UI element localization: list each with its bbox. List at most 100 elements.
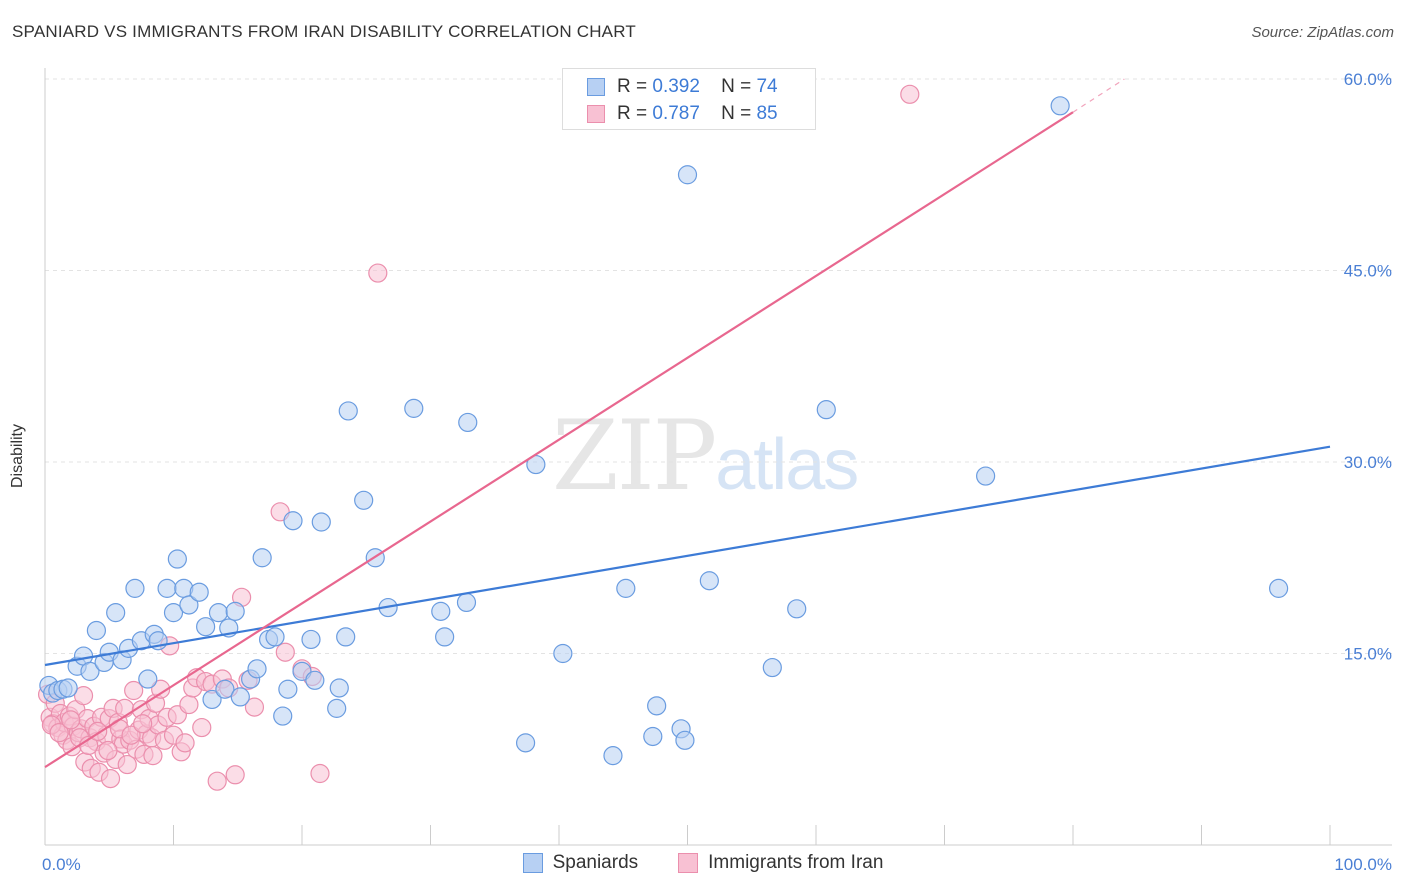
legend-item-spaniards[interactable]: Spaniards bbox=[522, 852, 638, 874]
spaniards-point bbox=[202, 689, 222, 710]
spaniards-point bbox=[336, 627, 356, 647]
series-legend: Spaniards Immigrants from Iran bbox=[0, 852, 1406, 874]
spaniards-point bbox=[553, 643, 573, 664]
iran-point bbox=[207, 771, 227, 791]
spaniards-point bbox=[125, 578, 145, 598]
y-tick-label: 30.0% bbox=[1344, 453, 1392, 472]
spaniards-point bbox=[305, 670, 325, 690]
iran-point bbox=[275, 642, 295, 662]
iran-point bbox=[73, 686, 94, 706]
iran-point bbox=[151, 679, 171, 699]
spaniards-point bbox=[179, 595, 199, 615]
spaniards-point bbox=[816, 400, 836, 420]
spaniards-point bbox=[247, 659, 267, 679]
legend-item-iran[interactable]: Immigrants from Iran bbox=[678, 852, 883, 874]
watermark-zip: ZIP bbox=[552, 400, 717, 512]
legend-r-label: R = bbox=[617, 76, 648, 97]
chart-title: SPANIARD VS IMMIGRANTS FROM IRAN DISABIL… bbox=[12, 22, 636, 41]
iran-point bbox=[244, 697, 265, 717]
spaniards-point bbox=[431, 601, 451, 621]
iran-trend-line bbox=[44, 111, 1074, 769]
spaniards-point bbox=[677, 165, 698, 185]
spaniards-point bbox=[456, 592, 477, 613]
spaniards-point bbox=[86, 620, 107, 641]
source-label: Source: ZipAtlas.com bbox=[1251, 24, 1394, 41]
iran-point bbox=[225, 765, 245, 785]
legend-r-value: 0.787 bbox=[652, 103, 700, 124]
legend-swatch-blue bbox=[587, 78, 605, 96]
spaniards-point bbox=[189, 582, 209, 602]
legend-n-value: 74 bbox=[756, 76, 778, 97]
iran-point bbox=[49, 723, 69, 743]
spaniards-point bbox=[338, 401, 358, 421]
spaniards-point bbox=[762, 657, 782, 678]
iran-point bbox=[368, 263, 388, 283]
spaniards-point bbox=[458, 412, 478, 433]
spaniards-point bbox=[1268, 578, 1289, 598]
spaniards-point bbox=[976, 466, 996, 486]
watermark: ZIPatlas bbox=[552, 400, 859, 512]
legend-n-value: 85 bbox=[756, 103, 778, 124]
spaniards-point bbox=[230, 687, 250, 707]
iran-point bbox=[192, 717, 212, 738]
spaniards-point bbox=[157, 578, 177, 598]
spaniards-point bbox=[616, 578, 636, 598]
iran-point bbox=[100, 769, 121, 789]
y-tick-label: 45.0% bbox=[1344, 262, 1392, 281]
legend-r-value: 0.392 bbox=[652, 76, 700, 97]
points-layer bbox=[37, 84, 1289, 791]
spaniards-point bbox=[327, 698, 347, 718]
iran-point bbox=[133, 714, 153, 734]
spaniards-point bbox=[163, 603, 184, 623]
spaniards-point bbox=[404, 398, 424, 418]
iran-point bbox=[124, 680, 144, 701]
axis-layer bbox=[44, 68, 1392, 846]
legend-swatch-spaniards bbox=[522, 853, 543, 873]
spaniards-point bbox=[699, 571, 719, 591]
spaniards-point bbox=[225, 601, 245, 621]
spaniards-point bbox=[301, 629, 321, 650]
iran-point bbox=[98, 740, 118, 761]
trend-layer bbox=[44, 78, 1331, 769]
x-tick-label-min: 0.0% bbox=[42, 855, 81, 874]
spaniards-point bbox=[675, 730, 695, 750]
iran-point bbox=[143, 746, 163, 766]
spaniards-point bbox=[80, 661, 100, 681]
spaniards-point bbox=[647, 696, 667, 716]
spaniards-point bbox=[167, 549, 187, 569]
y-tick-label: 15.0% bbox=[1344, 645, 1392, 664]
legend-label-iran: Immigrants from Iran bbox=[708, 852, 884, 873]
legend-r-label: R = bbox=[617, 103, 648, 124]
spaniards-point bbox=[329, 678, 349, 698]
spaniards-point bbox=[252, 548, 272, 568]
legend-row-spaniards: R = 0.392 N = 74 bbox=[587, 76, 778, 98]
spaniards-point bbox=[278, 679, 298, 699]
spaniards-point bbox=[196, 617, 216, 637]
legend-row-iran: R = 0.787 N = 85 bbox=[587, 103, 778, 125]
iran-point bbox=[115, 698, 135, 718]
grid-layer bbox=[45, 78, 1392, 654]
spaniards-point bbox=[515, 733, 536, 753]
legend-n-label: N = bbox=[721, 76, 752, 97]
spaniards-point bbox=[273, 706, 293, 726]
iran-point bbox=[61, 710, 81, 730]
spaniards-point bbox=[208, 603, 229, 623]
iran-point bbox=[900, 84, 920, 104]
spaniards-point bbox=[354, 490, 374, 510]
stats-legend: R = 0.392 N = 74 R = 0.787 N = 85 bbox=[562, 68, 816, 130]
y-tick-label: 60.0% bbox=[1344, 70, 1392, 89]
legend-swatch-iran bbox=[678, 853, 699, 873]
legend-n-label: N = bbox=[721, 103, 752, 124]
iran-point bbox=[121, 725, 141, 745]
spaniards-point bbox=[215, 679, 235, 699]
spaniards-point bbox=[643, 726, 663, 747]
spaniards-point bbox=[435, 627, 455, 647]
iran-point bbox=[310, 763, 330, 784]
spaniards-point bbox=[106, 603, 126, 623]
spaniards-point bbox=[1050, 96, 1070, 116]
spaniards-point bbox=[311, 512, 331, 532]
spaniards-point bbox=[787, 599, 807, 619]
iran-point bbox=[175, 733, 195, 753]
legend-swatch-pink bbox=[587, 105, 605, 123]
spaniards-point bbox=[265, 627, 285, 647]
